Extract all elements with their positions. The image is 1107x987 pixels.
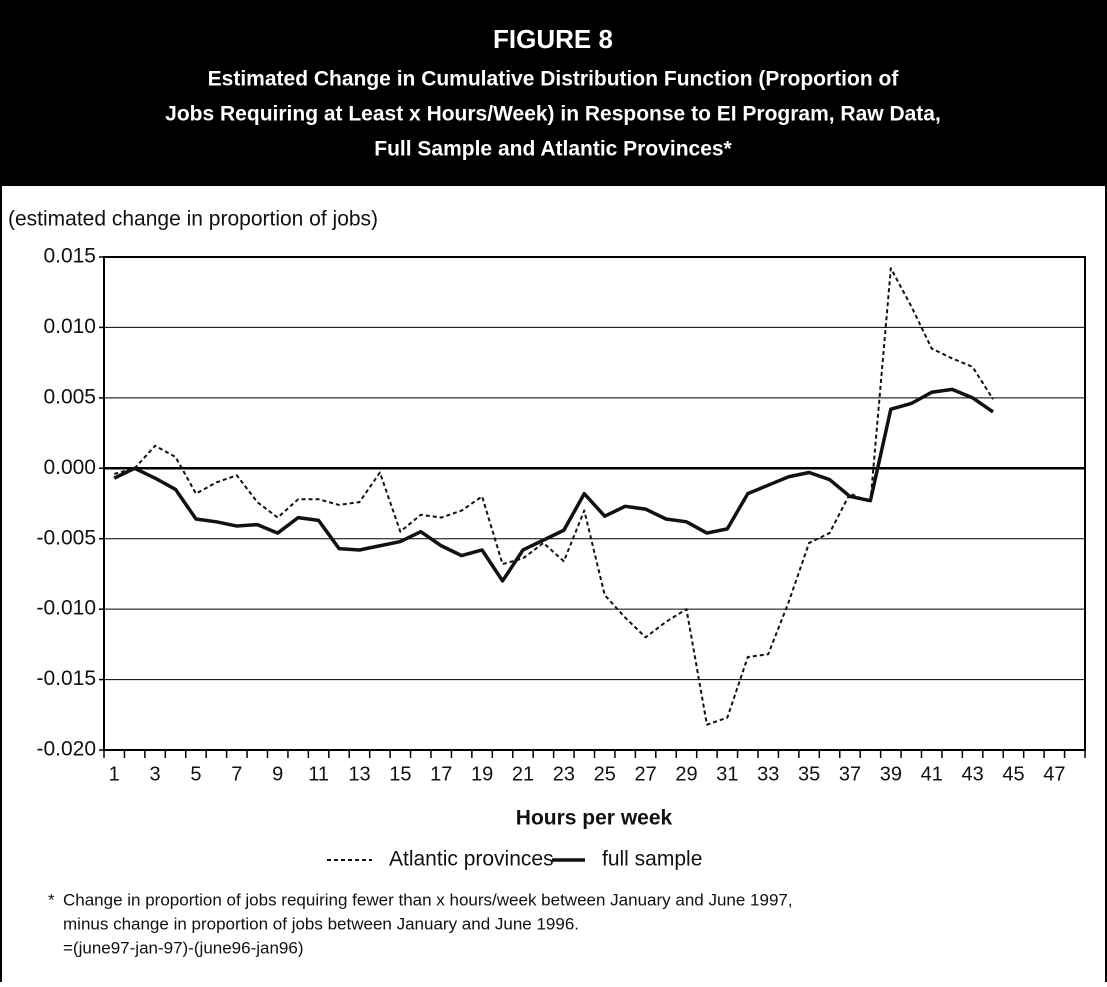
legend-label: full sample	[602, 848, 702, 871]
x-tick-label: 31	[716, 763, 738, 785]
x-tick-label: 17	[430, 763, 452, 785]
x-tick-label: 23	[553, 763, 575, 785]
chart-subtitle: Full Sample and Atlantic Provinces*	[374, 138, 732, 161]
x-tick-label: 21	[512, 763, 534, 785]
y-tick-label: -0.005	[36, 526, 96, 549]
x-axis-label: Hours per week	[516, 807, 673, 830]
chart-subtitle: Jobs Requiring at Least x Hours/Week) in…	[165, 103, 941, 126]
y-tick-label: -0.015	[36, 667, 96, 690]
x-tick-label: 11	[308, 763, 329, 785]
x-tick-label: 47	[1043, 763, 1065, 785]
x-tick-label: 15	[389, 763, 411, 785]
y-tick-label: -0.020	[36, 738, 96, 761]
y-tick-label: 0.005	[43, 385, 96, 408]
x-tick-label: 33	[757, 763, 779, 785]
y-axis-label: (estimated change in proportion of jobs)	[8, 208, 378, 231]
header-band	[0, 0, 1107, 186]
x-tick-label: 3	[150, 763, 161, 785]
x-tick-label: 43	[961, 763, 983, 785]
plot-frame	[103, 256, 1086, 751]
footnote: minus change in proportion of jobs betwe…	[63, 914, 579, 933]
x-tick-label: 29	[675, 763, 697, 785]
y-tick-label: 0.015	[43, 245, 96, 268]
chart-subtitle: Estimated Change in Cumulative Distribut…	[208, 68, 900, 91]
x-tick-label: 1	[109, 763, 120, 785]
data-line	[113, 267, 994, 726]
data-line	[113, 387, 995, 583]
footnote: =(june97-jan-97)-(june96-jan96)	[63, 938, 304, 957]
x-tick-label: 35	[798, 763, 820, 785]
x-tick-label: 9	[272, 763, 283, 785]
footnote-mark: *	[48, 890, 55, 909]
legend-label: Atlantic provinces	[389, 848, 554, 871]
y-tick-label: 0.000	[43, 456, 96, 479]
x-tick-label: 41	[921, 763, 943, 785]
x-tick-label: 39	[880, 763, 902, 785]
x-tick-label: 5	[190, 763, 201, 785]
y-tick-label: 0.010	[43, 315, 96, 338]
footnote: Change in proportion of jobs requiring f…	[63, 890, 793, 909]
x-tick-label: 13	[348, 763, 370, 785]
x-tick-label: 27	[634, 763, 656, 785]
y-tick-label: -0.010	[36, 597, 96, 620]
x-tick-label: 7	[231, 763, 242, 785]
x-tick-label: 45	[1002, 763, 1024, 785]
x-tick-label: 19	[471, 763, 493, 785]
chart-title: FIGURE 8	[493, 24, 613, 54]
x-tick-label: 37	[839, 763, 861, 785]
x-tick-label: 25	[594, 763, 616, 785]
